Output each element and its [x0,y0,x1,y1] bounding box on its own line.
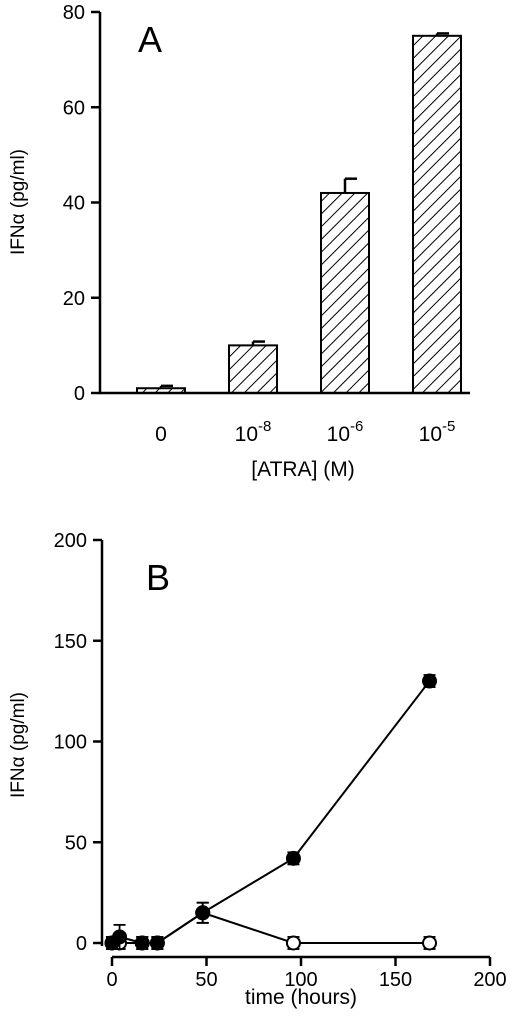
panel-a-y-tick-label: 20 [63,288,85,310]
panel-a-bar [320,191,370,394]
panel-b-x-tick-label: 0 [106,969,117,991]
panel-b-x-axis-title: time (hours) [245,986,357,1009]
panel-a-y-tick-label: 40 [63,193,85,215]
panel-b-x-tick-label: 150 [379,969,412,991]
panel-a-category-label: 10-6 [327,418,364,446]
panel-a-bars [136,32,462,394]
panel-b-label: B [146,557,170,598]
panel-a-y-tick-label: 0 [74,383,85,405]
panel-b-point [149,935,165,951]
panel-b-x-tick-label: 200 [473,969,506,991]
panel-b-series-filled [104,673,438,951]
panel-b-point [112,929,128,945]
panel-a-bar [412,34,462,394]
panel-b-y-tick-label: 0 [76,933,87,955]
panel-a-x-axis-title: [ATRA] (M) [251,458,354,481]
panel-a-label: A [138,19,162,60]
panel-a-category-label: 10-5 [419,418,456,446]
panel-a-bar [136,387,186,394]
panel-b-y-tick-label: 150 [54,631,87,653]
panel-b-point [285,935,301,951]
panel-a-labels: 0 10-8 10-6 10-5 [155,418,455,446]
panel-b-series-line [111,680,431,944]
panel-b-x-tick-label: 100 [284,969,317,991]
panel-b-point [422,935,438,951]
panel-b-point [134,935,150,951]
panel-a-y-tick-label: 80 [63,2,85,24]
panel-b-x-tick-label: 50 [195,969,217,991]
panel-b-point [422,673,438,689]
panel-a-y-axis-title: IFNα (pg/ml) [8,149,29,255]
panel-b-axes: 0 50 100 150 200 0 50 100 150 200 [54,530,507,991]
panel-b-series [104,673,438,951]
panel-b-y-tick-label: 50 [65,832,87,854]
panel-b-y-tick-label: 100 [54,732,87,754]
panel-a-bar [228,344,278,394]
panel-a-category-label: 0 [155,423,167,446]
panel-b-y-tick-label: 200 [54,530,87,552]
panel-b-point [285,850,301,866]
panel-a-category-label: 10-8 [235,418,272,446]
panel-a-chart: 0 20 40 60 80 0 10-8 10-6 10-5 A [ATRA] (M) IFN… [8,2,470,481]
panel-b-y-axis-title: IFNα (pg/ml) [8,692,29,798]
panel-a-y-tick-label: 60 [63,97,85,119]
panel-b-point [195,905,211,921]
